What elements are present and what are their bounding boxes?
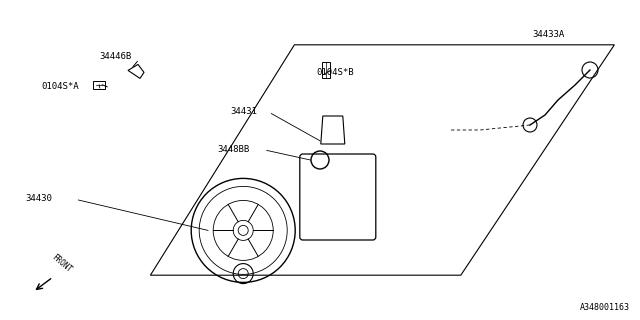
Text: 0104S*A: 0104S*A <box>42 82 79 91</box>
Bar <box>323 62 330 78</box>
Text: FRONT: FRONT <box>50 252 74 274</box>
Text: 3448BB: 3448BB <box>218 145 250 154</box>
Text: 0104S*B: 0104S*B <box>317 68 355 77</box>
Text: A348001163: A348001163 <box>580 303 630 312</box>
Text: 34446B: 34446B <box>99 52 131 61</box>
Text: 34430: 34430 <box>26 194 52 203</box>
Bar <box>93 81 105 89</box>
Text: 34431: 34431 <box>230 107 257 116</box>
Text: 34433A: 34433A <box>532 30 564 39</box>
